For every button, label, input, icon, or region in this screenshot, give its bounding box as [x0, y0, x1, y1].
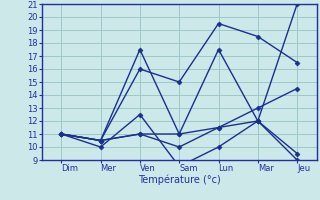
X-axis label: Température (°c): Température (°c) [138, 175, 220, 185]
